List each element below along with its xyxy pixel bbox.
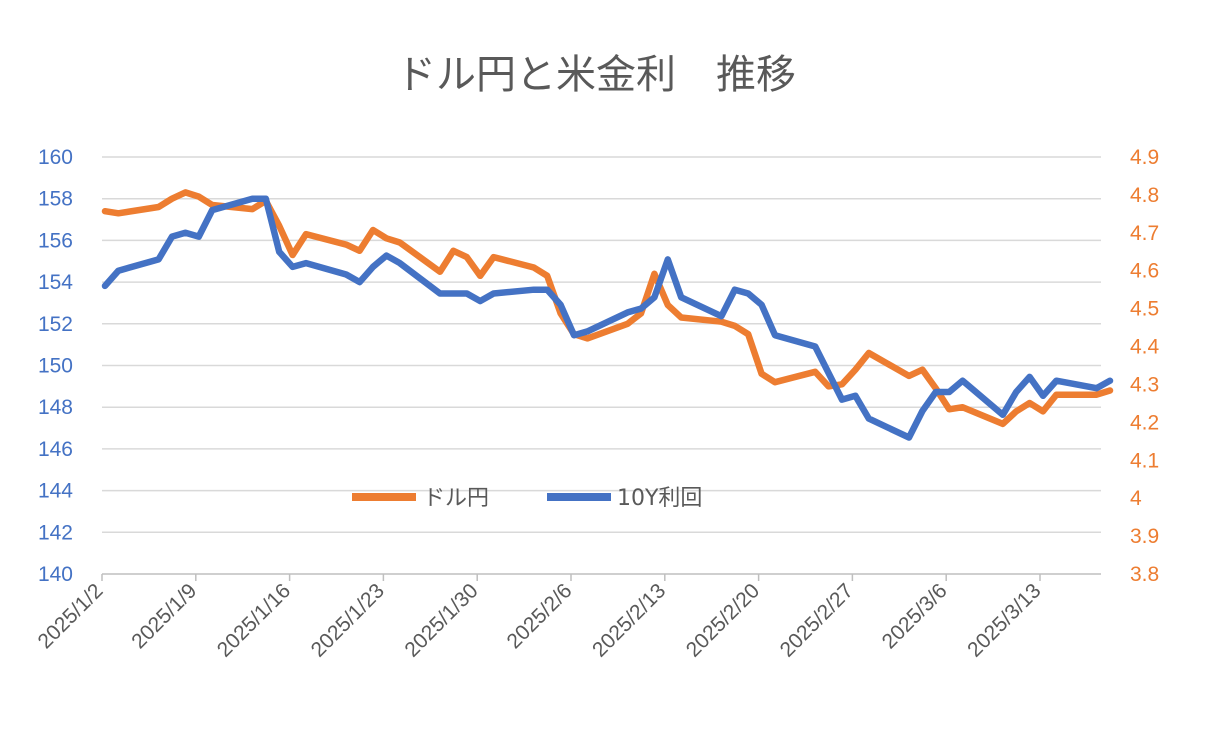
right-axis-tick-label: 4.5 — [1130, 298, 1159, 321]
series-line-10y-yield — [101, 195, 1114, 441]
right-axis-tick-label: 3.8 — [1130, 563, 1159, 586]
legend: ドル円 10Y利回 — [352, 486, 702, 511]
left-axis-tick-label: 152 — [38, 313, 73, 336]
legend-label-10y-yield: 10Y利回 — [617, 486, 702, 511]
gridlines — [102, 156, 1101, 534]
left-axis-tick-label: 140 — [38, 563, 73, 586]
x-axis-tick-label: 2025/1/23 — [307, 579, 389, 661]
series-line-dollar-yen — [101, 189, 1114, 428]
x-axis-tick-label: 2025/3/6 — [878, 579, 952, 653]
left-axis-tick-label: 148 — [38, 396, 73, 419]
right-axis-tick-label: 4 — [1130, 487, 1142, 510]
left-axis-tick-label: 156 — [38, 229, 73, 252]
x-axis-tick-label: 2025/2/6 — [502, 579, 576, 653]
chart-title: ドル円と米金利 推移 — [396, 52, 796, 98]
x-axis: 2025/1/2 2025/1/9 2025/1/16 2025/1/23 2025/1… — [33, 573, 1101, 662]
left-axis-tick-label: 144 — [38, 480, 73, 503]
x-axis-tick-label: 2025/2/20 — [682, 579, 764, 661]
x-axis-tick-label: 2025/1/30 — [400, 579, 482, 661]
right-axis-tick-label: 4.6 — [1130, 260, 1159, 283]
left-axis-tick-label: 146 — [38, 438, 73, 461]
right-axis-tick-label: 3.9 — [1130, 525, 1159, 548]
right-axis-tick-label: 4.1 — [1130, 449, 1159, 472]
left-axis-tick-label: 158 — [38, 188, 73, 211]
series-lines — [101, 189, 1114, 441]
left-axis-tick-label: 142 — [38, 521, 73, 544]
right-axis-tick-label: 4.9 — [1130, 146, 1159, 169]
x-axis-tick-label: 2025/1/9 — [127, 579, 201, 653]
left-axis-tick-label: 154 — [38, 271, 73, 294]
left-axis-ticks: 140 142 144 146 148 150 152 154 156 158 160 — [38, 146, 73, 586]
x-axis-tick-label: 2025/1/2 — [33, 579, 107, 653]
x-axis-tick-label: 2025/2/13 — [588, 579, 670, 661]
x-axis-tick-label: 2025/2/27 — [776, 579, 858, 661]
right-axis-ticks: 3.8 3.9 4 4.1 4.2 4.3 4.4 4.5 4.6 4.7 4.8 4.9 — [1130, 146, 1160, 586]
x-axis-tick-label: 2025/1/16 — [213, 579, 295, 661]
legend-label-dollar-yen: ドル円 — [423, 486, 489, 511]
right-axis-tick-label: 4.8 — [1130, 184, 1159, 207]
left-axis-tick-label: 150 — [38, 355, 73, 378]
left-axis-tick-label: 160 — [38, 146, 73, 169]
x-axis-tick-label: 2025/3/13 — [963, 579, 1045, 661]
right-axis-tick-label: 4.3 — [1130, 373, 1159, 396]
right-axis-tick-label: 4.2 — [1130, 411, 1159, 434]
right-axis-tick-label: 4.7 — [1130, 222, 1159, 245]
right-axis-tick-label: 4.4 — [1130, 336, 1160, 359]
